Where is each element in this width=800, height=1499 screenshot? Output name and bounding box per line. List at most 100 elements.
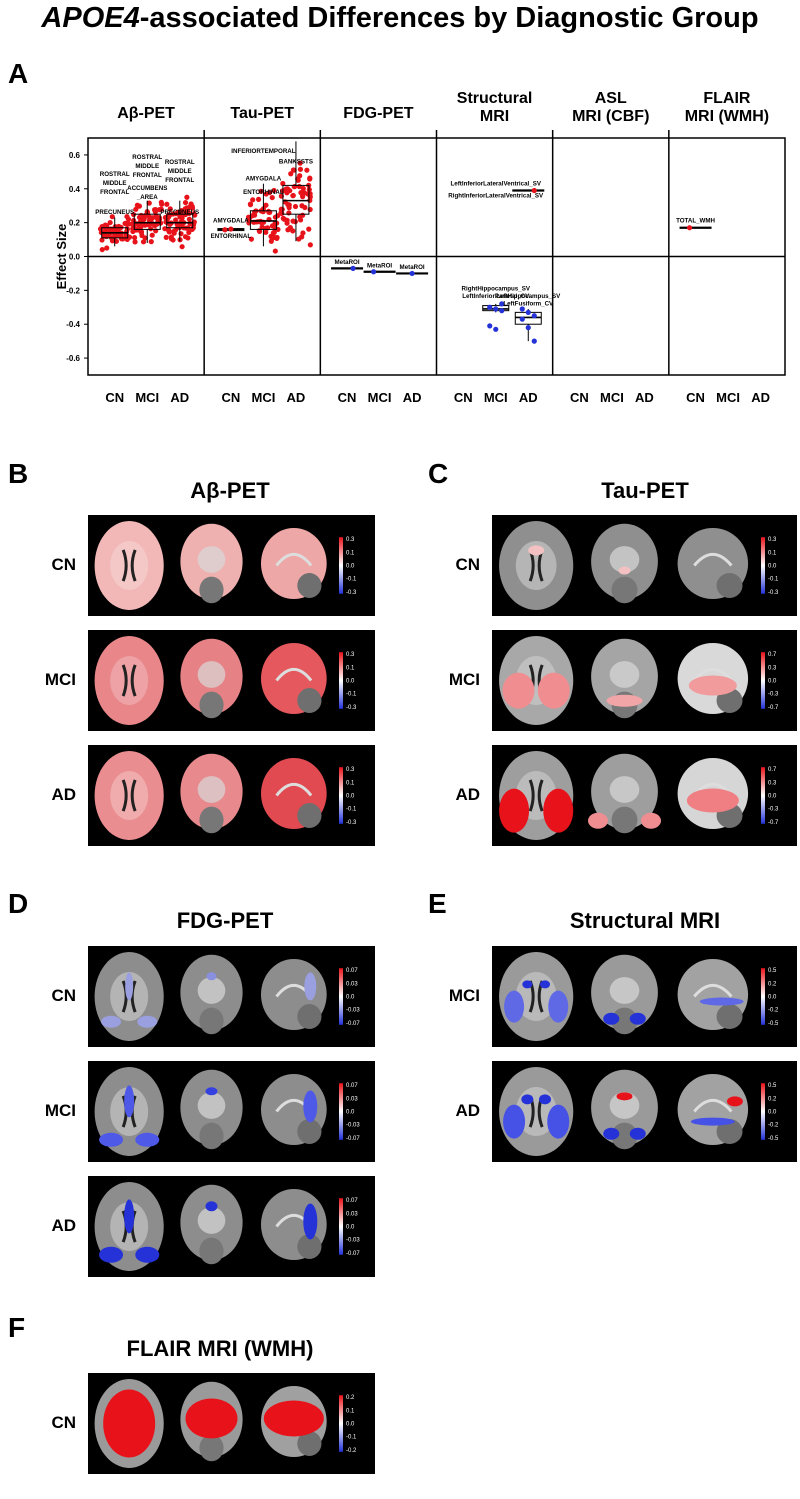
data-point — [182, 234, 189, 240]
colorbar-tick-label: 0.2 — [768, 981, 777, 987]
ventricles — [121, 549, 137, 582]
colorbar-tick-label: 0.03 — [346, 981, 358, 987]
data-point — [307, 175, 313, 181]
cerebellum — [297, 1234, 322, 1259]
data-point — [166, 212, 172, 218]
data-point — [272, 214, 279, 220]
group-label: AD — [635, 390, 654, 405]
roi-annotation: AMYGDALA — [213, 218, 249, 225]
row-label: MCI — [44, 1100, 76, 1120]
panel-letter-b: B — [8, 458, 29, 489]
colorbar-tick-label: 0.5 — [768, 1083, 777, 1089]
colorbar — [339, 1083, 343, 1140]
roi-annotation: AMYGDALA — [246, 175, 282, 182]
modality-title-line: MRI (WMH) — [684, 108, 770, 125]
colorbar-tick-label: 0.1 — [768, 550, 777, 556]
roi-annotation: ROSTRAL — [132, 154, 162, 161]
group-label: MCI — [484, 390, 508, 405]
effect-region — [629, 1012, 646, 1025]
data-point — [499, 308, 505, 314]
effect-region — [185, 1398, 238, 1439]
row-label: AD — [455, 1100, 480, 1120]
data-point — [300, 185, 306, 192]
data-point — [132, 239, 138, 245]
coronal-white-matter — [197, 1092, 226, 1119]
roi-annotation: ACCUMBENS — [127, 185, 167, 192]
title-gene: APOE4 — [41, 2, 140, 34]
data-point — [104, 223, 110, 229]
data-point — [297, 173, 303, 179]
group-label: CN — [221, 390, 240, 405]
effect-region — [125, 972, 134, 1001]
colorbar — [761, 1083, 765, 1140]
colorbar-tick-label: 0.1 — [346, 780, 355, 786]
group-label: CN — [686, 390, 705, 405]
roi-annotation: LeftHippocampus_SV — [496, 293, 561, 300]
effect-region — [135, 1246, 160, 1263]
data-point — [247, 202, 254, 208]
corpus-callosum — [275, 782, 313, 797]
modality-title-line: FLAIR — [703, 90, 751, 107]
data-point — [256, 228, 263, 235]
effect-region — [502, 672, 535, 709]
colorbar-tick-label: -0.3 — [768, 590, 779, 596]
effect-region — [629, 1127, 646, 1140]
coronal-brainstem — [199, 806, 224, 834]
title-rest: -associated Differences by Diagnostic Gr… — [139, 2, 759, 34]
colorbar-tick-label: 0.3 — [768, 665, 777, 671]
data-point — [284, 220, 290, 226]
data-point — [148, 226, 154, 232]
colorbar-tick-label: -0.7 — [768, 820, 779, 826]
data-point — [370, 269, 377, 275]
effect-region — [205, 1087, 218, 1096]
group-label: CN — [338, 390, 357, 405]
colorbar-tick-label: -0.07 — [346, 1136, 360, 1142]
roi-annotation: BANKSSTS — [279, 158, 313, 165]
modality-title: ASL MRI (CBF) — [553, 90, 669, 126]
panel-letter-c: C — [428, 458, 449, 489]
coronal-brainstem — [199, 1434, 224, 1462]
data-point — [188, 201, 194, 207]
data-point — [487, 323, 493, 329]
modality-title: FDG-PET — [320, 105, 436, 123]
row-label: CN — [51, 554, 76, 574]
data-point — [297, 214, 303, 220]
coronal-white-matter — [197, 977, 226, 1004]
coronal-white-matter — [609, 546, 640, 573]
data-point — [138, 229, 145, 235]
colorbar-tick-label: 0.03 — [346, 1096, 358, 1102]
colorbar-tick-label: -0.07 — [346, 1251, 360, 1257]
effect-region — [263, 1400, 324, 1437]
coronal-brainstem — [611, 1122, 638, 1150]
colorbar — [761, 968, 765, 1025]
colorbar-tick-label: 0.0 — [768, 794, 777, 800]
y-tick-label: 0.2 — [69, 219, 81, 228]
colorbar-tick-label: -0.1 — [346, 1435, 357, 1441]
colorbar-tick-label: 0.2 — [346, 1395, 355, 1401]
corpus-callosum — [693, 667, 733, 682]
data-point — [99, 237, 105, 243]
effect-region — [303, 1203, 318, 1240]
roi-annotation: ROSTRAL — [165, 159, 195, 166]
ventricles — [528, 779, 544, 812]
data-point — [163, 234, 169, 240]
roi-annotation: TOTAL_WMH — [676, 218, 715, 225]
colorbar-tick-label: 0.03 — [346, 1211, 358, 1217]
effect-region — [99, 1246, 124, 1263]
data-point — [148, 239, 154, 245]
colorbar-tick-label: 0.0 — [346, 1110, 355, 1116]
effect-region — [618, 566, 631, 575]
group-label: MCI — [368, 390, 392, 405]
colorbar-tick-label: 0.3 — [768, 537, 777, 543]
data-point — [288, 171, 294, 177]
data-point — [164, 216, 170, 223]
effect-region — [504, 990, 525, 1023]
colorbar-tick-label: -0.5 — [768, 1136, 779, 1142]
data-point — [253, 219, 260, 225]
brain-slice-strip: 0.3 0.1 0.0 -0.1 -0.3 — [88, 515, 375, 616]
data-point — [296, 183, 302, 190]
effect-region — [503, 1104, 526, 1139]
modality-title-line: Aβ-PET — [117, 105, 175, 122]
modality-title-line: MRI (CBF) — [572, 108, 650, 125]
modality-title: FLAIR MRI (WMH) — [669, 90, 785, 126]
